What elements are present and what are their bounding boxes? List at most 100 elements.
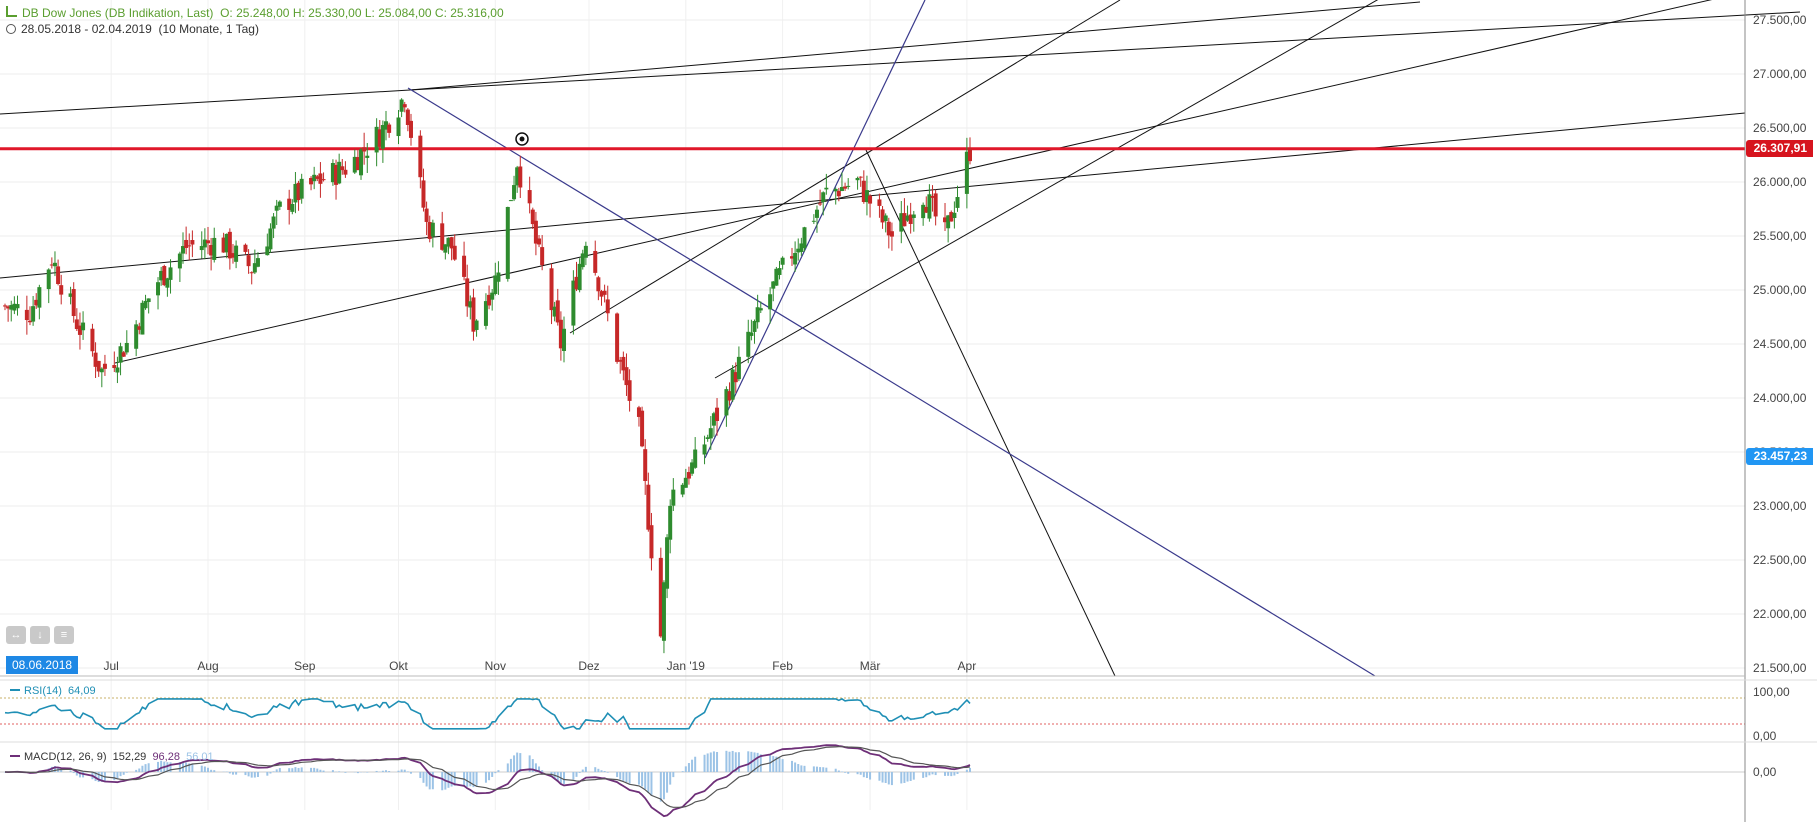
macd-value: 152,29 — [112, 751, 147, 763]
candle-body — [483, 301, 488, 326]
macd-hist-bar — [69, 770, 72, 772]
rsi-tick-label: 100,00 — [1753, 685, 1790, 699]
macd-hist-bar — [769, 755, 772, 772]
macd-hist-bar — [912, 772, 915, 780]
candle-body — [77, 325, 82, 335]
chart-bars-icon — [6, 6, 17, 17]
candle-body — [605, 299, 610, 314]
macd-hist-bar — [356, 772, 359, 774]
candle-body — [749, 332, 754, 336]
macd-hist-bar — [575, 772, 578, 777]
macd-hist-bar — [191, 764, 194, 772]
trendline — [409, 1, 1421, 91]
trendline — [0, 89, 411, 115]
candle-body — [777, 268, 782, 275]
macd-hist-bar — [253, 772, 256, 778]
resize-horizontal-icon[interactable]: ↔ — [6, 626, 26, 644]
candle-body — [309, 177, 314, 185]
candle-body — [205, 240, 210, 244]
macd-hist-bar — [900, 772, 903, 784]
candle-body — [340, 166, 345, 171]
macd-hist-bar — [538, 766, 541, 772]
macd-hist-bar — [116, 772, 119, 779]
candle-body — [184, 239, 189, 248]
clock-icon — [6, 24, 16, 34]
price-tick-label: 24.000,00 — [1753, 391, 1807, 405]
candle-body — [955, 197, 960, 208]
candle-body — [949, 212, 954, 222]
candle-body — [99, 368, 104, 373]
macd-hist-bar — [865, 772, 868, 778]
candle-body — [230, 253, 235, 258]
macd-hist-bar — [731, 750, 734, 772]
candle-body — [334, 164, 339, 185]
price-tick-label: 26.500,00 — [1753, 121, 1807, 135]
candle-body — [733, 372, 738, 383]
candle-body — [474, 320, 479, 330]
candle-body — [624, 367, 629, 386]
candle-body — [615, 313, 620, 362]
macd-hist-bar — [691, 759, 694, 772]
candle-body — [643, 449, 648, 482]
candle-body — [59, 285, 64, 295]
macd-hist-bar — [878, 772, 881, 781]
candle-body — [399, 99, 404, 112]
candle-body — [465, 278, 470, 307]
candle-body — [690, 462, 695, 474]
candle-body — [618, 359, 623, 362]
candle-body — [81, 322, 86, 331]
candle-body — [299, 178, 304, 199]
candle-body — [181, 246, 186, 254]
trendline-blue — [704, 0, 926, 459]
candle-body — [96, 360, 101, 372]
candle-body — [946, 215, 951, 229]
macd-line-icon — [10, 755, 20, 757]
macd-hist-bar — [531, 759, 534, 772]
candle-body — [540, 247, 545, 266]
candle-body — [549, 268, 554, 311]
macd-hist-bar — [188, 763, 191, 772]
candle-body — [384, 121, 389, 130]
candle-body — [287, 198, 292, 210]
macd-hist-bar — [119, 772, 122, 777]
candle-body — [562, 328, 567, 351]
candle-body — [290, 203, 295, 212]
macd-hist-bar — [385, 770, 388, 772]
macd-hist-bar — [519, 753, 522, 772]
candle-body — [818, 203, 823, 205]
candle-body — [143, 300, 148, 309]
candle-body — [274, 205, 279, 211]
candle-body — [899, 213, 904, 232]
candle-body — [37, 287, 42, 308]
download-icon[interactable]: ↓ — [30, 626, 50, 644]
candle-body — [330, 162, 335, 183]
last-price-tag: 26.307,91 — [1745, 139, 1813, 157]
candle-body — [877, 199, 882, 206]
macd-hist-bar — [584, 766, 587, 772]
candle-body — [802, 227, 807, 249]
menu-icon[interactable]: ≡ — [54, 626, 74, 644]
candle-body — [452, 245, 457, 260]
price-tick-label: 23.000,00 — [1753, 499, 1807, 513]
macd-hist-bar — [310, 767, 313, 772]
macd-hist-bar — [400, 769, 403, 772]
macd-hist-bar — [528, 755, 531, 772]
macd-hist-bar — [759, 754, 762, 772]
candle-body — [505, 206, 510, 279]
ohlc-values: O: 25.248,00 H: 25.330,00 L: 25.084,00 C… — [220, 6, 504, 20]
price-tick-label: 24.500,00 — [1753, 337, 1807, 351]
macd-hist-bar — [603, 771, 606, 772]
candle-body — [430, 222, 435, 237]
macd-line — [4, 744, 971, 818]
candle-body — [515, 167, 520, 186]
candle-body — [621, 356, 626, 371]
candle-body — [165, 278, 170, 288]
candle-body — [552, 306, 557, 317]
candle-body — [362, 147, 367, 152]
price-tick-label: 21.500,00 — [1753, 661, 1807, 675]
macd-hist-bar — [506, 763, 509, 772]
instrument-header: DB Dow Jones (DB Indikation, Last) O: 25… — [6, 6, 504, 20]
